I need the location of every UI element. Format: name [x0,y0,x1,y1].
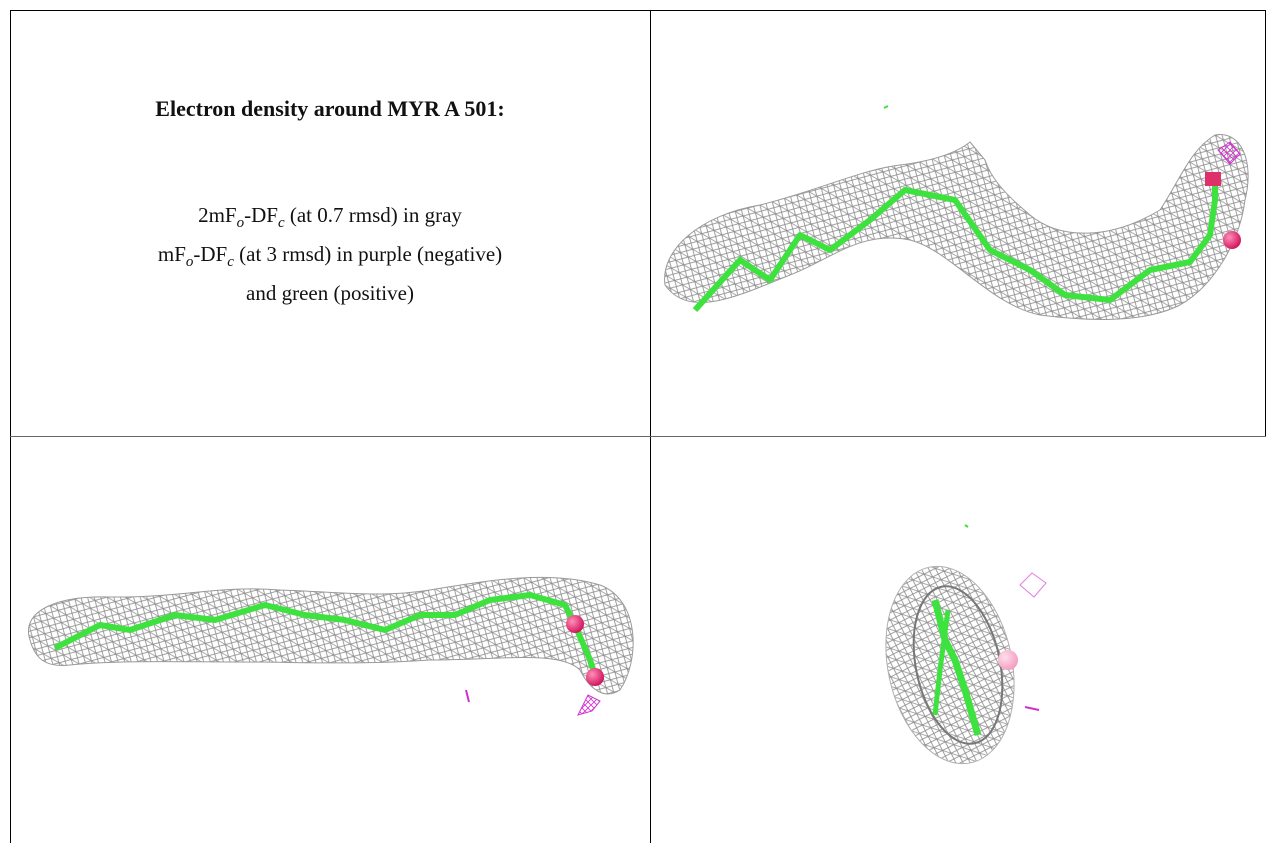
legend-text: 2mF [198,203,237,227]
subscript: c [227,254,234,270]
table-borders [10,10,1266,843]
legend-text: -DF [244,203,278,227]
density-view-top [665,106,1249,319]
legend-text: -DF [193,242,227,266]
figure-grid [0,0,1276,843]
legend-line: mFo-DFc (at 3 rmsd) in purple (negative) [10,239,650,278]
legend-line: 2mFo-DFc (at 0.7 rmsd) in gray [10,200,650,239]
density-view-end [869,525,1046,776]
legend-text: (at 3 rmsd) in purple (negative) [234,242,502,266]
density-view-side [28,577,633,715]
subscript: c [278,215,285,231]
legend-text: and green (positive) [246,281,414,305]
title: Electron density around MYR A 501: [10,96,650,122]
legend-text: mF [158,242,186,266]
legend-text: (at 0.7 rmsd) in gray [285,203,462,227]
subscript: o [237,215,245,231]
legend-line: and green (positive) [10,278,650,309]
page: Electron density around MYR A 501: 2mFo-… [0,0,1276,843]
